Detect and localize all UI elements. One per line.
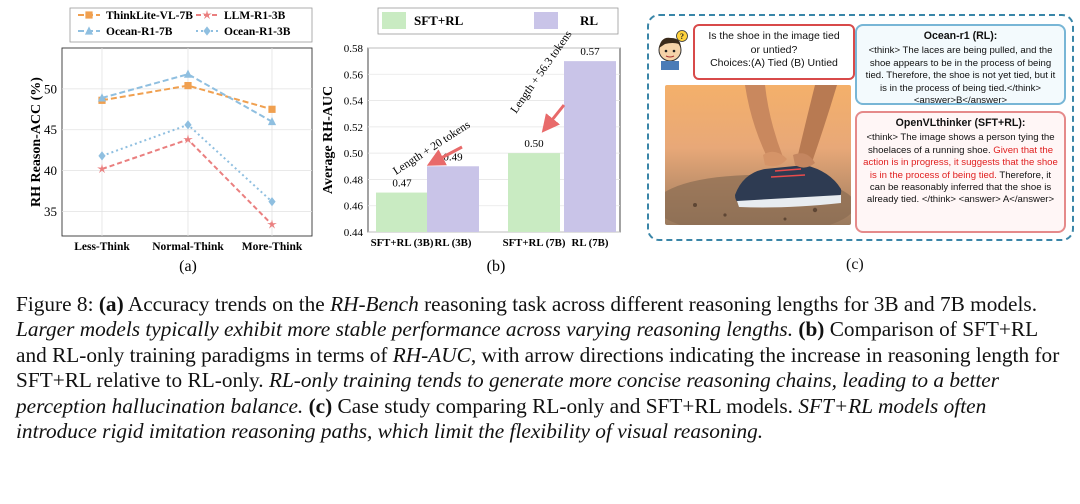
caption-c-label: (c) <box>308 393 333 418</box>
caption-b-label: (b) <box>798 317 825 342</box>
shoe-photo <box>665 85 851 225</box>
chart-b-bar <box>427 166 479 232</box>
chart-a-point <box>183 134 193 144</box>
openvlthinker-text-b: Therefore, it can be reasonably inferred… <box>866 169 1055 206</box>
chart-a-point <box>184 82 192 90</box>
question-line-2: or untied? <box>750 43 798 56</box>
chart-b-ytick-label: 0.50 <box>344 148 364 160</box>
openvlthinker-title: OpenVLthinker (SFT+RL): <box>895 117 1026 129</box>
chart-a-point <box>97 93 107 102</box>
chart-b-legend-label: SFT+RL <box>414 13 464 28</box>
caption-a-label: (a) <box>98 292 124 316</box>
chart-a-xtick-label: Less-Think <box>74 241 130 253</box>
chart-a-legend-marker <box>84 26 94 35</box>
ocean-r1-text: <think> The laces are being pulled, and … <box>865 45 1056 107</box>
caption-b-em1: RH-AUC <box>392 342 471 367</box>
chart-b-ytick-label: 0.58 <box>344 43 364 55</box>
panel-b: SFT+RL RL 0.47 0.49 0.50 0.57 0.44 0.46 0.48 0.… <box>318 0 628 285</box>
ocean-r1-title: Ocean-r1 (RL): <box>923 30 998 42</box>
chart-b-data-label: 0.57 <box>580 46 600 58</box>
panel-c-sublabel: (c) <box>846 256 864 273</box>
panel-a: ThinkLite-VL-7B LLM-R1-3B Ocean-R1-7B Ocean… <box>0 0 320 285</box>
chart-a-point <box>267 116 277 126</box>
chart-b-ytick-label: 0.44 <box>344 227 364 239</box>
avatar-thinking-icon: ? <box>658 30 688 70</box>
question-box: Is the shoe in the image tied or untied?… <box>693 24 855 80</box>
chart-b-legend-swatch <box>382 12 406 29</box>
chart-b-ytick-label: 0.46 <box>344 201 364 213</box>
chart-a-ytick-label: 35 <box>44 204 57 219</box>
chart-a-point <box>97 163 107 174</box>
openvlthinker-answer-box: OpenVLthinker (SFT+RL): <think> The imag… <box>855 111 1066 233</box>
chart-a-line-chart: ThinkLite-VL-7B LLM-R1-3B Ocean-R1-7B Ocean… <box>29 7 313 275</box>
chart-a-ytick-label: 45 <box>44 122 57 137</box>
chart-a-sublabel: (a) <box>179 258 197 275</box>
caption-a-em2: Larger models typically exhibit more sta… <box>16 317 794 342</box>
chart-b-ytick-label: 0.52 <box>344 122 363 134</box>
chart-a-legend <box>69 7 313 43</box>
chart-b-legend-label: RL <box>580 13 598 28</box>
chart-b-bar <box>508 153 560 232</box>
caption-a-em1: RH-Bench <box>330 292 419 316</box>
chart-a-ylabel: RH Reason-ACC (%) <box>29 77 44 207</box>
chart-b-ytick-label: 0.56 <box>344 69 364 81</box>
chart-a-xtick-label: More-Think <box>242 241 303 253</box>
caption-c-text1: Case study comparing RL-only and SFT+RL … <box>332 393 799 418</box>
chart-a-series-line <box>101 123 273 203</box>
chart-b-arrow <box>426 145 463 166</box>
chart-a-point <box>183 69 193 78</box>
chart-a-plot-area <box>61 47 313 237</box>
chart-a-ytick-label: 40 <box>44 163 57 178</box>
chart-b-sublabel: (b) <box>487 258 506 275</box>
chart-a-series-line <box>101 73 273 123</box>
chart-b-xtick-label: SFT+RL (3B) <box>371 237 434 249</box>
chart-a-legend-marker <box>203 26 211 36</box>
openvlthinker-text-a: <think> The image shows a person tying t… <box>866 132 1055 156</box>
chart-b-bar <box>564 61 616 233</box>
chart-b-data-label: 0.47 <box>392 178 412 190</box>
chart-a-legend-label: ThinkLite-VL-7B <box>106 10 193 22</box>
chart-a-point <box>267 219 277 229</box>
figure-caption: Figure 8: (a) Accuracy trends on the RH-… <box>16 292 1066 444</box>
chart-a-legend-label: Ocean-R1-3B <box>224 26 291 38</box>
chart-a-series-line <box>101 84 273 111</box>
chart-a-legend-label: LLM-R1-3B <box>224 10 286 22</box>
chart-b-legend-swatch <box>534 12 558 29</box>
chart-a-point <box>184 120 192 130</box>
question-line-3: Choices:(A) Tied (B) Untied <box>710 57 838 69</box>
caption-a-text2: reasoning task across different reasonin… <box>418 292 1038 316</box>
svg-text:?: ? <box>680 32 684 41</box>
chart-b-ytick-label: 0.54 <box>344 96 364 108</box>
openvlthinker-text-highlight: Given that the action is in progress, it… <box>863 144 1058 181</box>
chart-b-arrow <box>541 104 566 133</box>
chart-b-ylabel: Average RH-AUC <box>321 86 336 194</box>
chart-a-point <box>268 197 276 207</box>
caption-b-text1: Comparison of SFT+RL and RL-only trainin… <box>16 317 1038 367</box>
openvlthinker-text: <think> The image shows a person tying t… <box>863 132 1058 206</box>
caption-c-em1: SFT+RL models often introduce rigid imit… <box>16 393 987 444</box>
ocean-r1-answer-box: Ocean-r1 (RL): <think> The laces are bei… <box>855 24 1066 107</box>
caption-b-em2: RL-only training tends to generate more … <box>16 368 1000 418</box>
chart-a-legend-label: Ocean-R1-7B <box>106 26 173 38</box>
chart-b-data-label: 0.50 <box>524 138 544 150</box>
chart-b-bar <box>376 192 428 232</box>
chart-b-ytick-label: 0.48 <box>344 174 364 186</box>
caption-fig-label: Figure 8: <box>16 292 99 316</box>
chart-a-legend-marker <box>202 9 212 20</box>
chart-a-point <box>268 105 276 113</box>
panel-c-case-study: ? Is the shoe in the image tied or untie… <box>647 14 1074 241</box>
chart-a-point <box>98 151 106 161</box>
chart-a-xtick-label: Normal-Think <box>152 241 224 253</box>
chart-a-ytick-label: 50 <box>44 81 57 96</box>
chart-b-xtick-label: RL (7B) <box>572 237 609 249</box>
chart-b-legend <box>377 7 619 35</box>
caption-a-text1: Accuracy trends on the <box>123 292 331 316</box>
chart-b-xtick-label: SFT+RL (7B) <box>503 237 566 249</box>
chart-a-legend-marker <box>85 11 93 19</box>
chart-b-xtick-label: RL (3B) <box>435 237 472 249</box>
chart-b-bar-chart: SFT+RL RL 0.470.490.500.57 0.440.460.480.… <box>321 7 621 275</box>
caption-b-text2: , with arrow directions indicating the i… <box>16 342 1060 393</box>
question-line-1: Is the shoe in the image tied <box>708 30 840 42</box>
